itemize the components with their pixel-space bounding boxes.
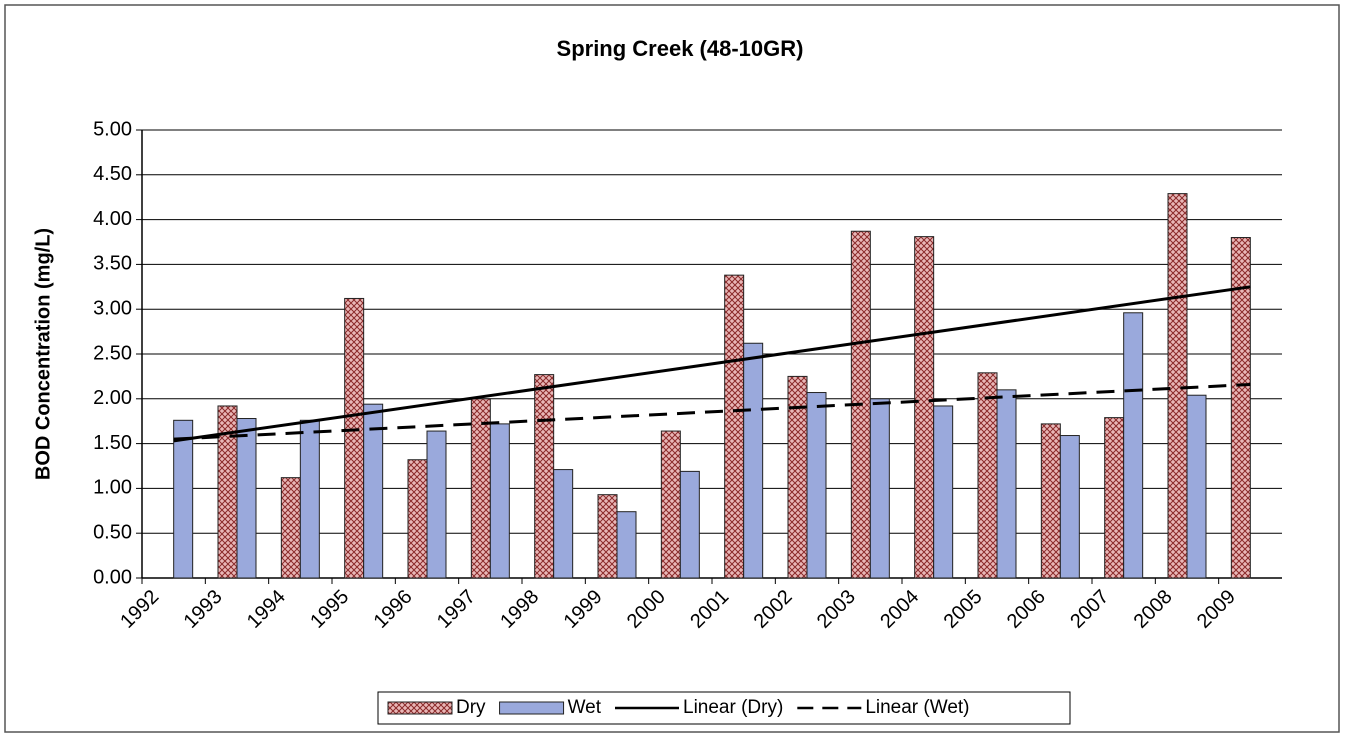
- legend-swatch: [499, 701, 565, 715]
- y-tick-label: 5.00: [93, 118, 132, 140]
- bar: [426, 430, 447, 579]
- legend-label: Dry: [456, 697, 486, 718]
- bar: [280, 477, 301, 579]
- bar: [597, 494, 618, 579]
- bar: [363, 403, 384, 579]
- bar: [996, 389, 1017, 579]
- y-tick-label: 1.00: [93, 477, 132, 499]
- bar: [1059, 435, 1080, 579]
- bar: [344, 297, 365, 579]
- legend-label: Wet: [568, 697, 602, 718]
- trend-line: [173, 382, 1251, 441]
- bar: [806, 392, 827, 579]
- bar: [616, 511, 637, 579]
- y-tick-label: 4.50: [93, 163, 132, 185]
- bar: [869, 398, 890, 579]
- y-tick-label: 0.50: [93, 521, 132, 543]
- bar: [1040, 423, 1061, 579]
- bar: [1123, 312, 1144, 579]
- bar: [1186, 394, 1207, 579]
- bar: [660, 430, 681, 579]
- bar: [553, 469, 574, 579]
- bar: [977, 372, 998, 579]
- y-tick-label: 3.00: [93, 297, 132, 319]
- chart-title: Spring Creek (48-10GR): [557, 36, 804, 61]
- bar: [1167, 193, 1188, 579]
- legend-label: Linear (Wet): [865, 697, 969, 718]
- bar: [1230, 237, 1251, 579]
- bar: [914, 236, 935, 579]
- y-tick-label: 2.50: [93, 342, 132, 364]
- y-tick-label: 4.00: [93, 208, 132, 230]
- legend-swatch: [387, 701, 453, 715]
- bar: [743, 342, 764, 579]
- y-axis-title: BOD Concentration (mg/L): [32, 228, 54, 480]
- bar: [724, 274, 745, 579]
- y-tick-label: 1.50: [93, 432, 132, 454]
- legend-box: [377, 691, 1071, 725]
- y-tick-label: 0.00: [93, 566, 132, 588]
- bar: [299, 419, 320, 579]
- y-tick-label: 2.00: [93, 387, 132, 409]
- bar: [236, 418, 257, 579]
- bar: [407, 459, 428, 579]
- bar: [173, 419, 194, 579]
- legend-label: Linear (Dry): [683, 697, 783, 718]
- y-tick-label: 3.50: [93, 253, 132, 275]
- bar: [470, 398, 491, 579]
- bar: [679, 470, 700, 579]
- bar: [534, 374, 555, 579]
- bar: [933, 405, 954, 579]
- bar: [489, 423, 510, 579]
- bar: [1104, 417, 1125, 579]
- trend-line: [173, 285, 1251, 443]
